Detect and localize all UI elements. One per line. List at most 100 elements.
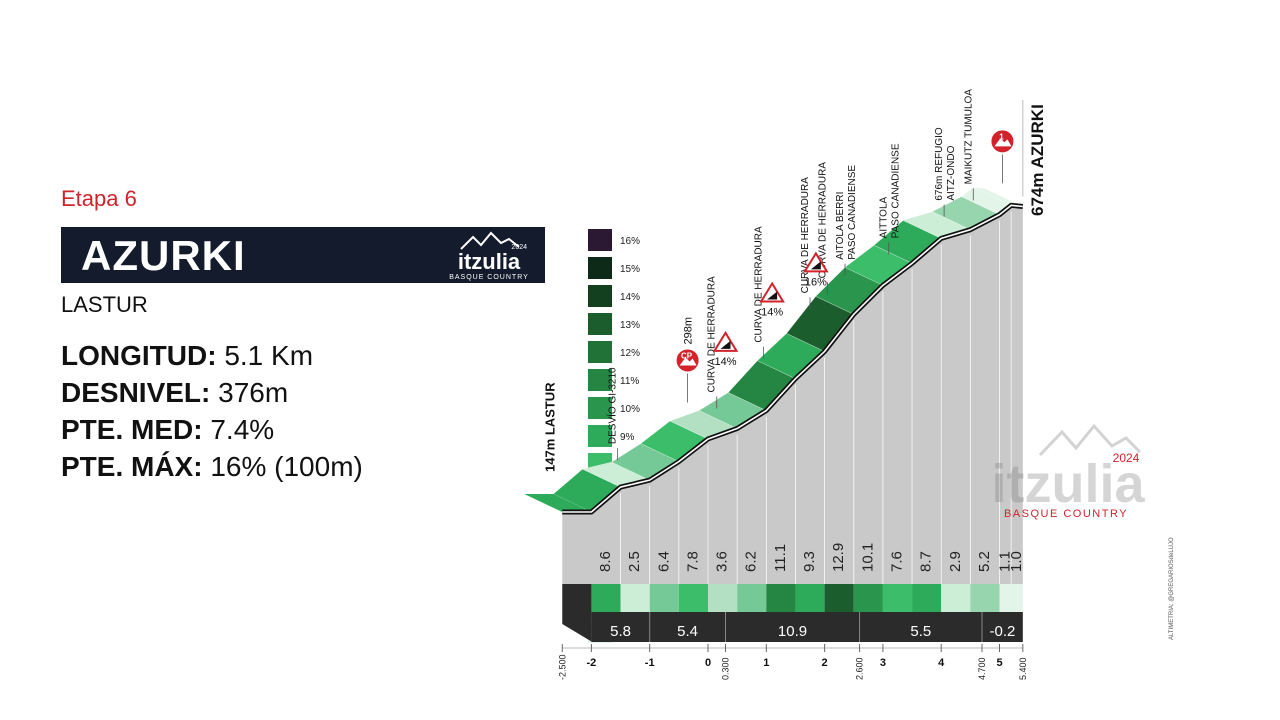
segment-gradient-label: 11.1	[772, 544, 789, 572]
gradient-band-cell	[824, 584, 854, 612]
section-band	[591, 612, 1023, 642]
steep-marker: 14%	[759, 281, 785, 319]
itzulia-logo: itzulia 2024 BASQUE COUNTRY	[449, 231, 528, 281]
x-tick-label: 0	[705, 657, 711, 669]
badge-text: CP	[681, 351, 693, 360]
x-tick-label: 2	[822, 657, 828, 669]
legend-label: 13%	[620, 320, 640, 331]
legend-label: 16%	[620, 236, 640, 247]
slope-glyph	[720, 340, 731, 349]
watermark-year: 2024	[1113, 451, 1140, 465]
profile-face	[562, 205, 1023, 585]
legend-label: 11%	[620, 376, 639, 387]
steep-marker-label: 14%	[761, 307, 783, 319]
x-tick-label: 4.700	[977, 657, 987, 680]
annotation-label: AITTOLA	[879, 196, 890, 238]
gradient-band-cell	[708, 584, 738, 612]
legend-label: 15%	[620, 264, 640, 275]
gradient-band-cell	[795, 584, 825, 612]
legend-label: 9%	[620, 432, 635, 443]
watermark-logo: itzulia	[991, 423, 1145, 514]
stat-label: LONGITUD:	[61, 340, 217, 371]
gradient-band-cell	[678, 584, 708, 612]
x-tick-label: 0.300	[720, 657, 730, 680]
steep-marker: 14%	[712, 330, 739, 368]
stat-length: LONGITUD: 5.1 Km	[61, 340, 313, 372]
segment-gradient-label: 9.3	[801, 551, 818, 572]
credit-text: ALTIMETRIA: @GREGARIOSdeLUJO	[1169, 537, 1175, 640]
watermark-subtitle: BASQUE COUNTRY	[1004, 508, 1128, 520]
stage-number: Etapa 6	[61, 186, 137, 211]
segment-gradient-label: 8.6	[597, 551, 614, 572]
segment-gradient-label: 6.2	[743, 551, 760, 572]
annotation-label: CURVA DE HERRADURA	[818, 162, 829, 279]
gradient-band-cell	[941, 584, 971, 612]
segment-gradient-label: 12.9	[830, 543, 847, 572]
legend-swatch	[588, 229, 612, 251]
stat-value: 16% (100m)	[210, 451, 363, 482]
segment-gradient-label: 1.1	[996, 551, 1013, 572]
annotation-label: AITZ-ONDO	[946, 145, 957, 200]
annotation-label: PASO CANADIENSE	[891, 143, 902, 238]
steep-marker-label: 16%	[805, 276, 827, 288]
gradient-band-cell	[999, 584, 1012, 612]
segment-gradient-label: 7.8	[684, 551, 701, 572]
legend-swatch	[588, 285, 612, 307]
gradient-band-cell	[649, 584, 679, 612]
legend-swatch	[588, 313, 612, 335]
segment-gradient-label: 2.9	[947, 551, 964, 572]
legend-swatch	[588, 369, 612, 391]
x-tick-label: 4	[938, 657, 945, 669]
steep-warning-icon	[803, 251, 829, 273]
gradient-band-cell	[620, 584, 650, 612]
x-tick-label: 5.400	[1018, 657, 1028, 680]
annotation-label: CURVA DE HERRADURA	[800, 177, 811, 294]
finish-elevation-label: 674m AZURKI	[1028, 104, 1047, 216]
slope-glyph	[767, 291, 778, 300]
gradient-band-cell	[591, 584, 621, 612]
section-gradient-label: 5.4	[677, 623, 698, 640]
profile-top-segment	[524, 494, 592, 512]
mountain-icon	[679, 357, 697, 366]
x-tick-label: -2	[587, 657, 597, 669]
section-gradient-label: -0.2	[989, 623, 1015, 640]
stat-value: 5.1 Km	[224, 340, 314, 371]
x-tick-label: 1	[763, 657, 769, 669]
stat-max-gradient: PTE. MÁX: 16% (100m)	[61, 451, 363, 483]
title-bar: AZURKI itzulia 2024 BASQUE COUNTRY	[61, 227, 545, 283]
section-gradient-label: 5.5	[910, 623, 931, 640]
segment-gradient-label: 6.4	[655, 551, 672, 572]
stat-elevation-gain: DESNIVEL: 376m	[61, 377, 288, 409]
stat-label: PTE. MED:	[61, 414, 203, 445]
slope-glyph	[810, 261, 821, 270]
gradient-band-cell	[882, 584, 913, 612]
annotation-label: DESVÍO GI-3210	[606, 367, 619, 444]
section-gradient-label: 5.8	[610, 623, 631, 640]
stat-value: 7.4%	[210, 414, 275, 445]
stat-value: 376m	[218, 377, 289, 408]
gradient-band-cell	[912, 584, 942, 612]
gradient-band-cell	[737, 584, 767, 612]
legend-swatch	[588, 397, 612, 419]
section-gradient-label: 10.9	[778, 623, 807, 640]
annotation-label: CURVA DE HERRADURA	[707, 276, 718, 393]
legend-swatch	[588, 425, 612, 447]
climb-title: AZURKI	[81, 232, 246, 279]
steep-warning-icon	[759, 281, 785, 303]
x-tick-label: -1	[645, 657, 655, 669]
band-left-cap	[562, 584, 593, 642]
start-location: LASTUR	[61, 292, 148, 317]
gradient-band-cell	[1011, 584, 1023, 612]
segment-gradient-label: 1.0	[1008, 551, 1025, 572]
legend-label: 10%	[620, 404, 640, 415]
segment-gradient-label: 3.6	[714, 551, 731, 572]
gradient-band-cell	[766, 584, 796, 612]
x-tick-label: 3	[880, 657, 886, 669]
legend-swatch	[588, 341, 612, 363]
watermark-wordmark: itzulia	[991, 454, 1145, 514]
legend-label: 12%	[620, 348, 640, 359]
stat-average-gradient: PTE. MED: 7.4%	[61, 414, 274, 446]
profile-layer: 8.6 2.5 6.4 7.8 3.6 6.2 11.1 9.3 12.9 10.1 7.6 8.7 2…	[524, 89, 1047, 680]
